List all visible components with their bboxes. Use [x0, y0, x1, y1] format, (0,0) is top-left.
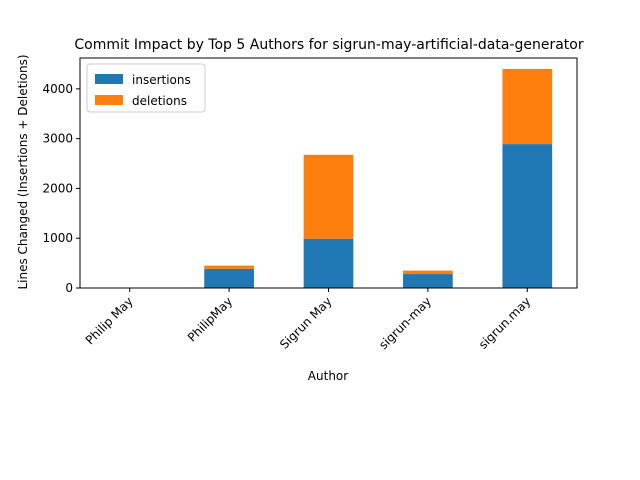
- bar-deletions-2: [303, 154, 354, 239]
- x-tick-label: sigrun-may: [376, 294, 434, 352]
- chart-title: Commit Impact by Top 5 Authors for sigru…: [74, 37, 583, 53]
- y-tick-label: 2000: [42, 181, 73, 195]
- bar-deletions-4: [502, 68, 553, 145]
- y-ticks-group: 0 1000 2000 3000 4000: [42, 82, 80, 295]
- y-tick-label: 4000: [42, 82, 73, 96]
- bar-deletions-3: [403, 270, 453, 275]
- x-ticks-group: Philip May PhilipMay Sigrun May sigrun-may s…: [83, 288, 533, 352]
- x-tick-label: Sigrun May: [277, 294, 335, 352]
- y-tick-label: 0: [65, 281, 73, 295]
- legend-swatch-deletions: [95, 95, 123, 105]
- y-tick-label: 3000: [42, 132, 73, 146]
- legend-label-deletions: deletions: [132, 94, 187, 108]
- y-axis-label: Lines Changed (Insertions + Deletions): [16, 54, 30, 289]
- bar-deletions-1: [204, 265, 254, 269]
- x-tick-label: Philip May: [83, 294, 136, 347]
- bar-insertions-4: [502, 144, 553, 288]
- bar-insertions-2: [303, 238, 354, 288]
- legend-swatch-insertions: [95, 74, 123, 84]
- bars-group: [204, 68, 553, 288]
- x-tick-label: PhilipMay: [185, 294, 235, 344]
- bar-insertions-1: [204, 268, 254, 288]
- legend: insertions deletions: [86, 63, 206, 113]
- bar-insertions-3: [403, 274, 453, 288]
- y-tick-label: 1000: [42, 231, 73, 245]
- x-tick-label: sigrun.may: [476, 294, 533, 351]
- x-axis-label: Author: [308, 369, 348, 383]
- legend-label-insertions: insertions: [132, 73, 191, 87]
